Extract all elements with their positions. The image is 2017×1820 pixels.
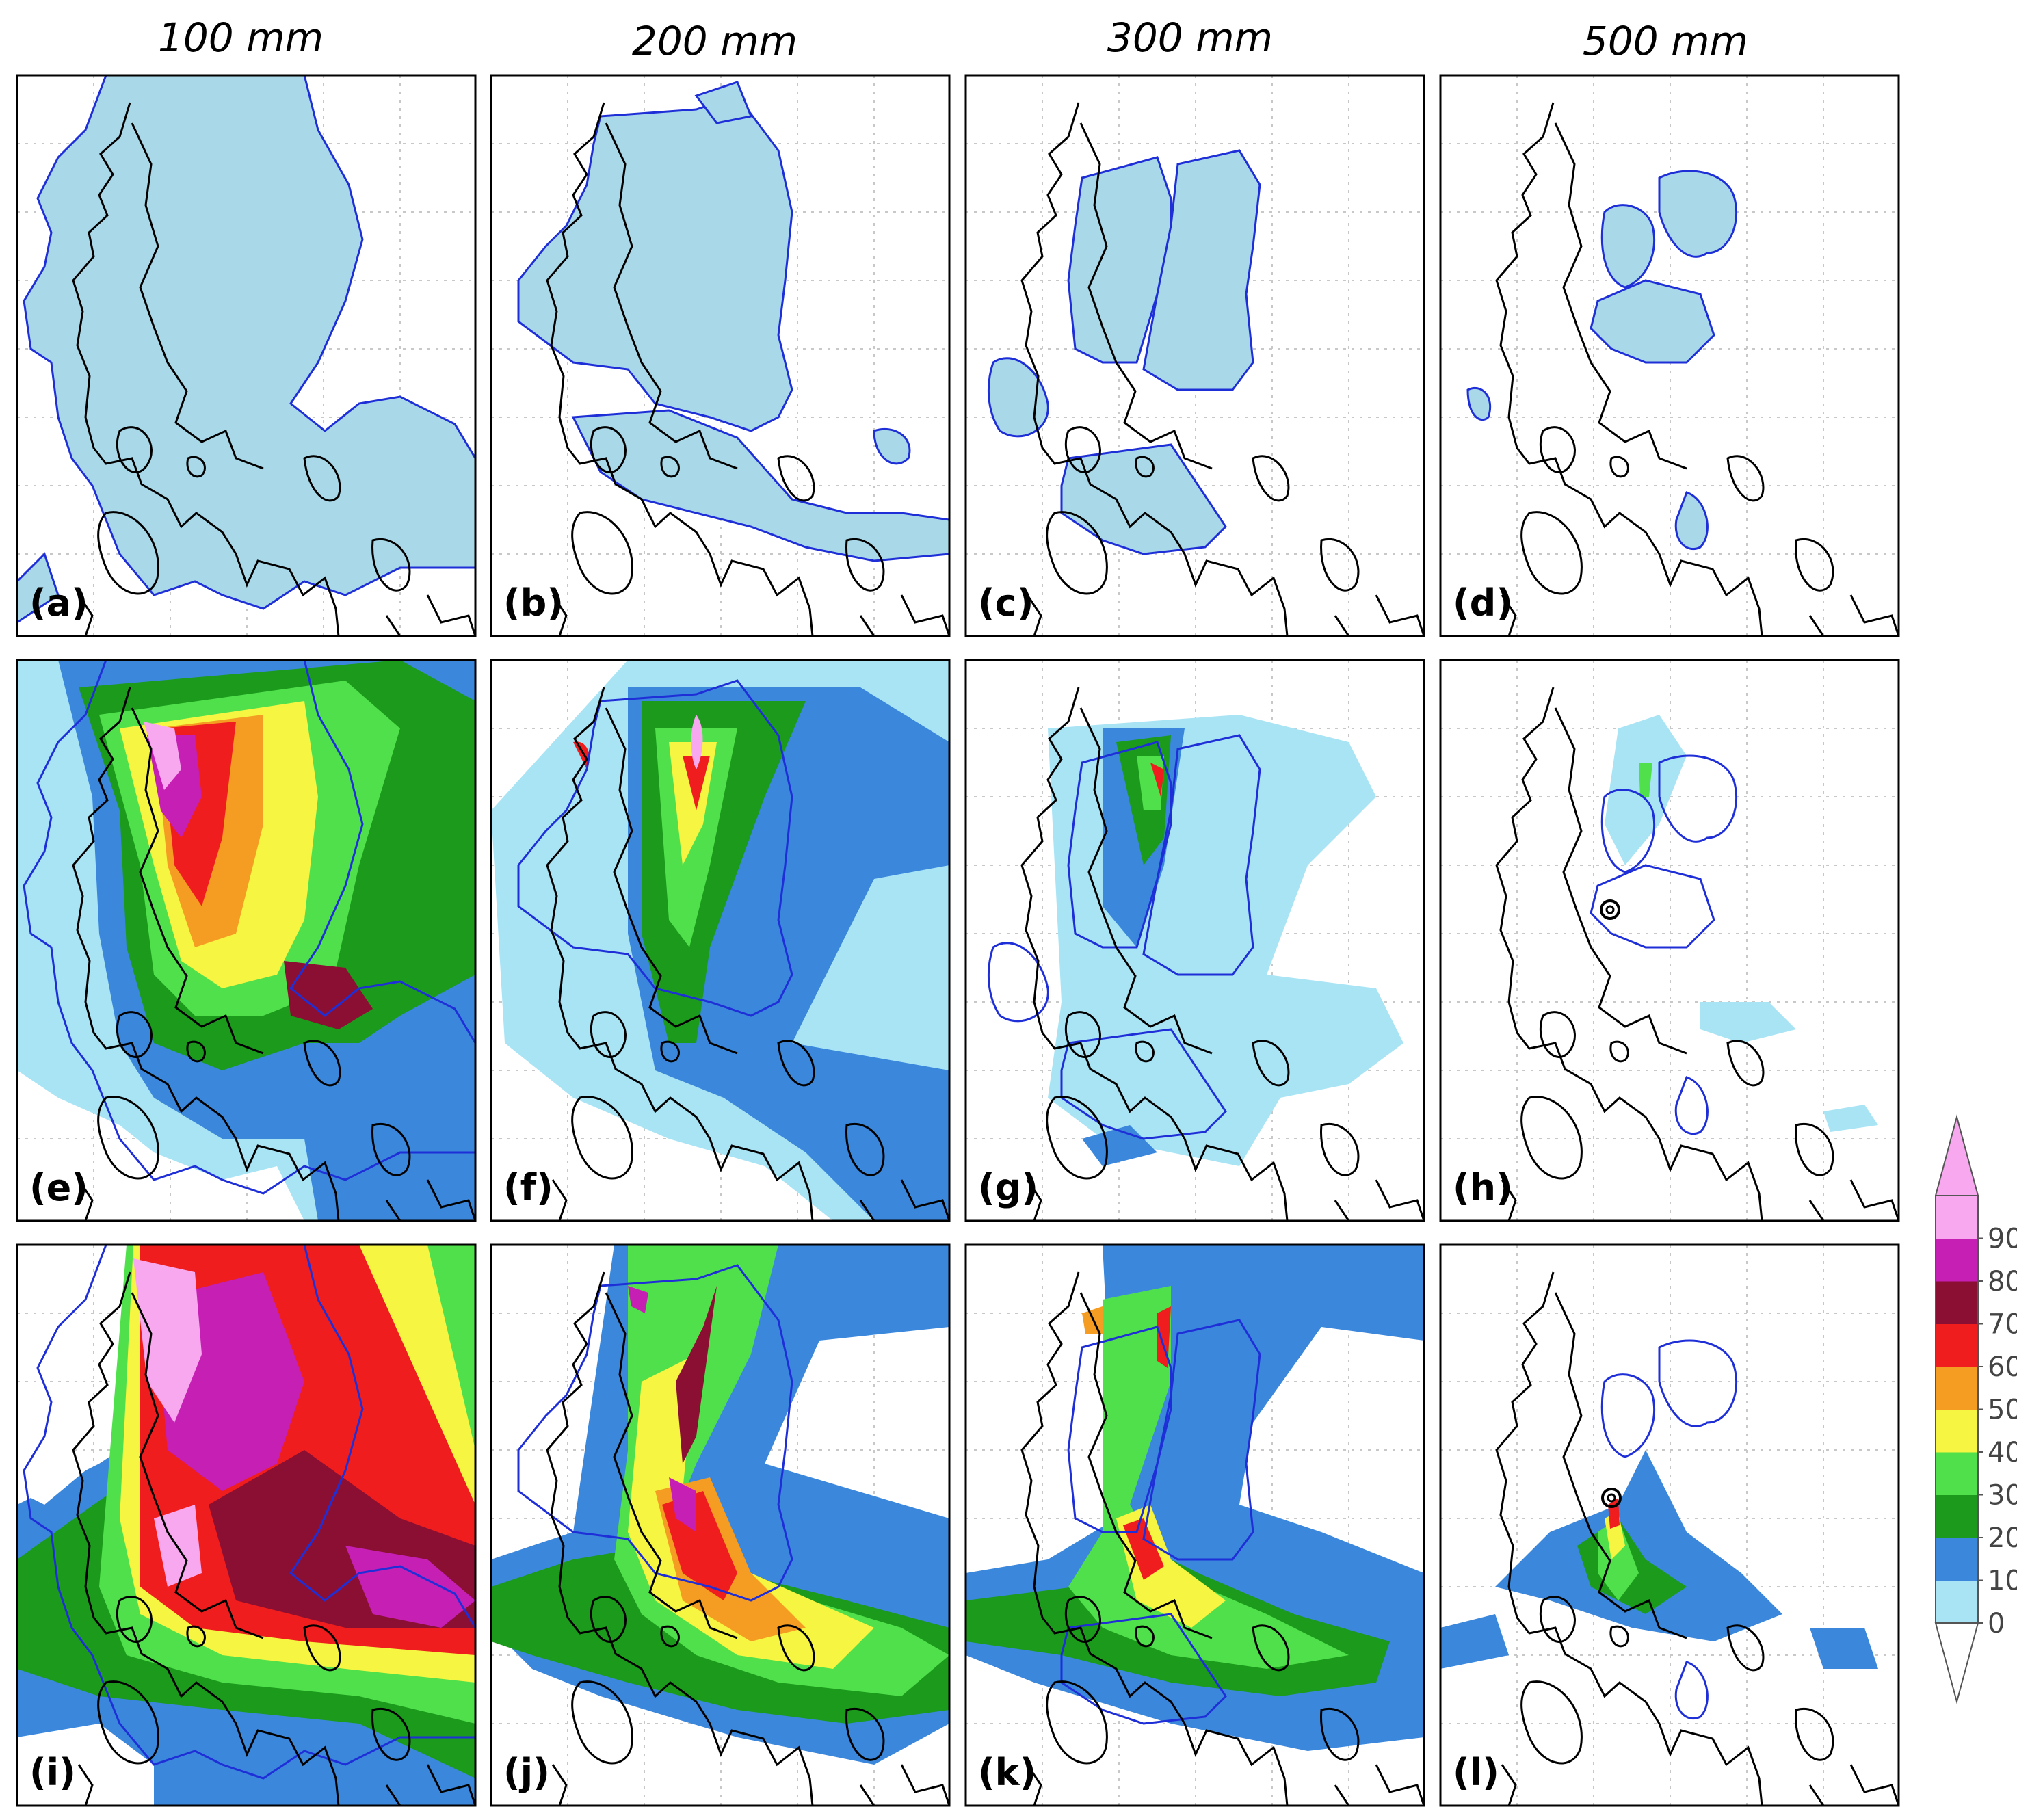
panel-j: (j) [490, 1243, 951, 1807]
colorbar-tick-label: 70 [1988, 1309, 2017, 1341]
colorbar-segment [1936, 1367, 1978, 1410]
colorbar-tick-label: 50 [1988, 1395, 2017, 1426]
panel-label: (h) [1453, 1166, 1513, 1209]
panel-l: (l) [1439, 1243, 1900, 1807]
panel-k: (k) [964, 1243, 1425, 1807]
ring-marker-icon [1601, 1488, 1622, 1508]
colorbar-tick-label: 30 [1988, 1480, 2017, 1512]
colorbar-segment [1936, 1323, 1978, 1367]
colorbar-tick-label: 10 [1988, 1566, 2017, 1597]
colorbar: 0 10 20 30 40 50 60 70 80 90 [1934, 1114, 2017, 1704]
colorbar-segment [1936, 1196, 1978, 1239]
colorbar-segment [1936, 1238, 1978, 1282]
panel-label: (d) [1453, 581, 1513, 624]
flood-extent-shape [517, 94, 793, 432]
column-title-300mm: 300 mm [1107, 14, 1273, 61]
panel-label: (i) [29, 1751, 76, 1794]
column-title-500mm: 500 mm [1583, 18, 1748, 64]
column-title-200mm: 200 mm [632, 18, 797, 64]
colorbar-segment [1936, 1281, 1978, 1324]
colorbar-segment [1936, 1494, 1978, 1538]
panel-label: (g) [978, 1166, 1038, 1209]
colorbar-tick-label: 90 [1988, 1224, 2017, 1255]
colorbar-segment [1936, 1538, 1978, 1581]
panel-f: (f) [490, 659, 951, 1222]
panel-label: (j) [503, 1751, 550, 1794]
colorbar-segment [1936, 1452, 1978, 1495]
colorbar-tick-label: 60 [1988, 1351, 2017, 1383]
panel-label: (a) [29, 581, 88, 624]
panel-label: (b) [503, 581, 564, 624]
colorbar-tick-label: 40 [1988, 1437, 2017, 1468]
panel-label: (c) [978, 581, 1033, 624]
panel-label: (f) [503, 1166, 553, 1209]
colorbar-tick-label: 20 [1988, 1522, 2017, 1554]
colorbar-segment [1936, 1580, 1978, 1624]
panel-i: (i) [16, 1243, 477, 1807]
panel-label: (e) [29, 1166, 88, 1209]
panel-h: (h) [1439, 659, 1900, 1222]
colorbar-tick-label: 80 [1988, 1266, 2017, 1297]
column-title-100mm: 100 mm [158, 14, 324, 61]
panel-e: (e) [16, 659, 477, 1222]
panel-b: (b) [490, 74, 951, 637]
panel-label: (l) [1453, 1751, 1499, 1794]
flood-extent-shape [1600, 204, 1656, 289]
colorbar-under-arrow [1934, 1622, 1979, 1704]
panel-d: (d) [1439, 74, 1900, 637]
flood-extent-shape [1067, 156, 1172, 364]
panel-a: (a) [16, 74, 477, 637]
ring-marker-icon [1600, 899, 1620, 920]
colorbar-over-arrow [1934, 1114, 1979, 1196]
panel-c: (c) [964, 74, 1425, 637]
colorbar-segment [1936, 1409, 1978, 1453]
colorbar-tick-label: 0 [1988, 1608, 2005, 1639]
panel-g: (g) [964, 659, 1425, 1222]
panel-label: (k) [978, 1751, 1036, 1794]
flood-extent-shape [23, 75, 475, 610]
